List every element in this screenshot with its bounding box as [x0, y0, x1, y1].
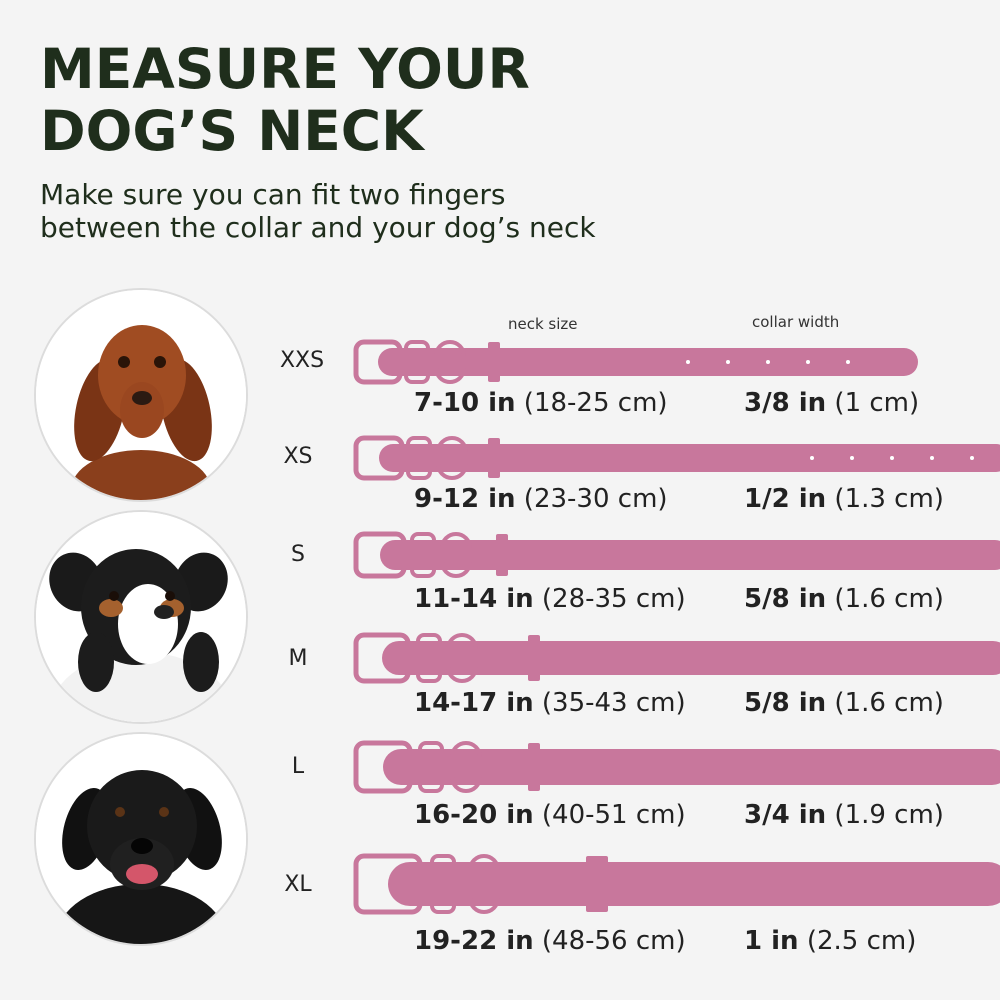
collar-hole	[686, 360, 690, 364]
collar-loop	[416, 633, 442, 683]
title-line-1: MEASURE YOUR	[40, 37, 530, 101]
page-title: MEASURE YOUR DOG’S NECK	[40, 38, 530, 162]
neck-size-cm: (40-51 cm)	[533, 800, 686, 830]
neck-size-value: 16-20 in (40-51 cm)	[414, 800, 686, 830]
collar-loop	[450, 741, 482, 793]
neck-size-cm: (35-43 cm)	[533, 688, 686, 718]
collar-buckle	[353, 339, 403, 385]
collar-loop	[446, 633, 478, 683]
collar-hole	[890, 456, 894, 460]
collar-width-value: 5/8 in (1.6 cm)	[744, 688, 944, 718]
collar-buckle	[353, 632, 411, 684]
collar-hole	[930, 456, 934, 460]
collar-strap	[378, 348, 918, 376]
collar-buckle	[353, 740, 413, 794]
collar-hole	[850, 456, 854, 460]
collar-loop	[440, 532, 472, 578]
collar-width-cm: (1.9 cm)	[826, 800, 944, 830]
neck-size-inches: 9-12 in	[414, 484, 516, 514]
collar-m	[353, 632, 1000, 684]
neck-size-value: 7-10 in (18-25 cm)	[414, 388, 668, 418]
collar-strap	[388, 862, 1000, 906]
collar-width-inches: 3/4 in	[744, 800, 827, 830]
neck-size-cm: (23-30 cm)	[515, 484, 668, 514]
collar-hole	[970, 456, 974, 460]
collar-width-value: 5/8 in (1.6 cm)	[744, 584, 944, 614]
collar-strap	[383, 749, 1000, 785]
neck-size-column-header: neck size	[508, 315, 578, 333]
collar-buckle	[353, 531, 407, 579]
collar-width-column-header: collar width	[752, 313, 840, 331]
collar-hole	[810, 456, 814, 460]
collar-stud	[488, 438, 500, 478]
collar-xxs	[353, 339, 918, 385]
collar-hole	[806, 360, 810, 364]
black-labrador-photo	[34, 732, 248, 946]
collar-width-value: 1/2 in (1.3 cm)	[744, 484, 944, 514]
collar-width-cm: (1.3 cm)	[826, 484, 944, 514]
collar-buckle	[353, 435, 405, 481]
collar-loop	[410, 532, 436, 578]
subtitle-line-2: between the collar and your dog’s neck	[40, 211, 596, 244]
collar-width-inches: 5/8 in	[744, 688, 827, 718]
collar-stud	[496, 534, 508, 576]
collar-width-value: 3/8 in (1 cm)	[744, 388, 919, 418]
collar-width-cm: (1.6 cm)	[826, 584, 944, 614]
collar-width-value: 3/4 in (1.9 cm)	[744, 800, 944, 830]
collar-hole	[726, 360, 730, 364]
size-label: XL	[284, 872, 312, 897]
collar-stud	[586, 856, 608, 912]
neck-size-value: 11-14 in (28-35 cm)	[414, 584, 686, 614]
title-line-2: DOG’S NECK	[40, 99, 424, 163]
collar-loop	[404, 340, 430, 384]
collar-stud	[528, 635, 540, 681]
neck-size-inches: 19-22 in	[414, 926, 534, 956]
collar-hole	[766, 360, 770, 364]
collar-strap	[380, 540, 1000, 570]
collar-xs	[353, 435, 1000, 481]
collar-stud	[528, 743, 540, 791]
collar-width-inches: 5/8 in	[744, 584, 827, 614]
neck-size-value: 19-22 in (48-56 cm)	[414, 926, 686, 956]
neck-size-cm: (18-25 cm)	[515, 388, 668, 418]
collar-loop	[418, 741, 444, 793]
size-label: XXS	[279, 348, 325, 373]
collar-l	[353, 740, 1000, 794]
collar-loop	[430, 854, 456, 914]
size-label: XS	[283, 444, 313, 469]
neck-size-cm: (48-56 cm)	[533, 926, 686, 956]
neck-size-inches: 16-20 in	[414, 800, 534, 830]
subtitle-line-1: Make sure you can fit two fingers	[40, 178, 506, 211]
collar-hole	[846, 360, 850, 364]
collar-stud	[488, 342, 500, 382]
size-label: L	[291, 754, 305, 779]
collar-width-inches: 1 in	[744, 926, 799, 956]
neck-size-cm: (28-35 cm)	[533, 584, 686, 614]
collar-buckle	[353, 853, 423, 915]
size-label: S	[291, 542, 305, 567]
neck-size-inches: 14-17 in	[414, 688, 534, 718]
collar-width-cm: (1.6 cm)	[826, 688, 944, 718]
size-label: M	[288, 646, 308, 671]
collar-width-cm: (2.5 cm)	[798, 926, 917, 956]
collar-s	[353, 531, 1000, 579]
collar-width-inches: 1/2 in	[744, 484, 827, 514]
neck-size-value: 9-12 in (23-30 cm)	[414, 484, 668, 514]
subtitle: Make sure you can fit two fingers betwee…	[40, 178, 596, 244]
collar-strap	[379, 444, 1000, 472]
dachshund-photo	[34, 288, 248, 502]
neck-size-inches: 11-14 in	[414, 584, 534, 614]
collar-loop	[468, 854, 500, 914]
collar-width-inches: 3/8 in	[744, 388, 827, 418]
collar-width-cm: (1 cm)	[826, 388, 920, 418]
neck-size-inches: 7-10 in	[414, 388, 516, 418]
collar-xl	[353, 853, 1000, 915]
collar-loop	[434, 340, 466, 384]
collar-width-value: 1 in (2.5 cm)	[744, 926, 916, 956]
collar-loop	[436, 436, 468, 480]
australian-shepherd-photo	[34, 510, 248, 724]
collar-loop	[406, 436, 432, 480]
neck-size-value: 14-17 in (35-43 cm)	[414, 688, 686, 718]
